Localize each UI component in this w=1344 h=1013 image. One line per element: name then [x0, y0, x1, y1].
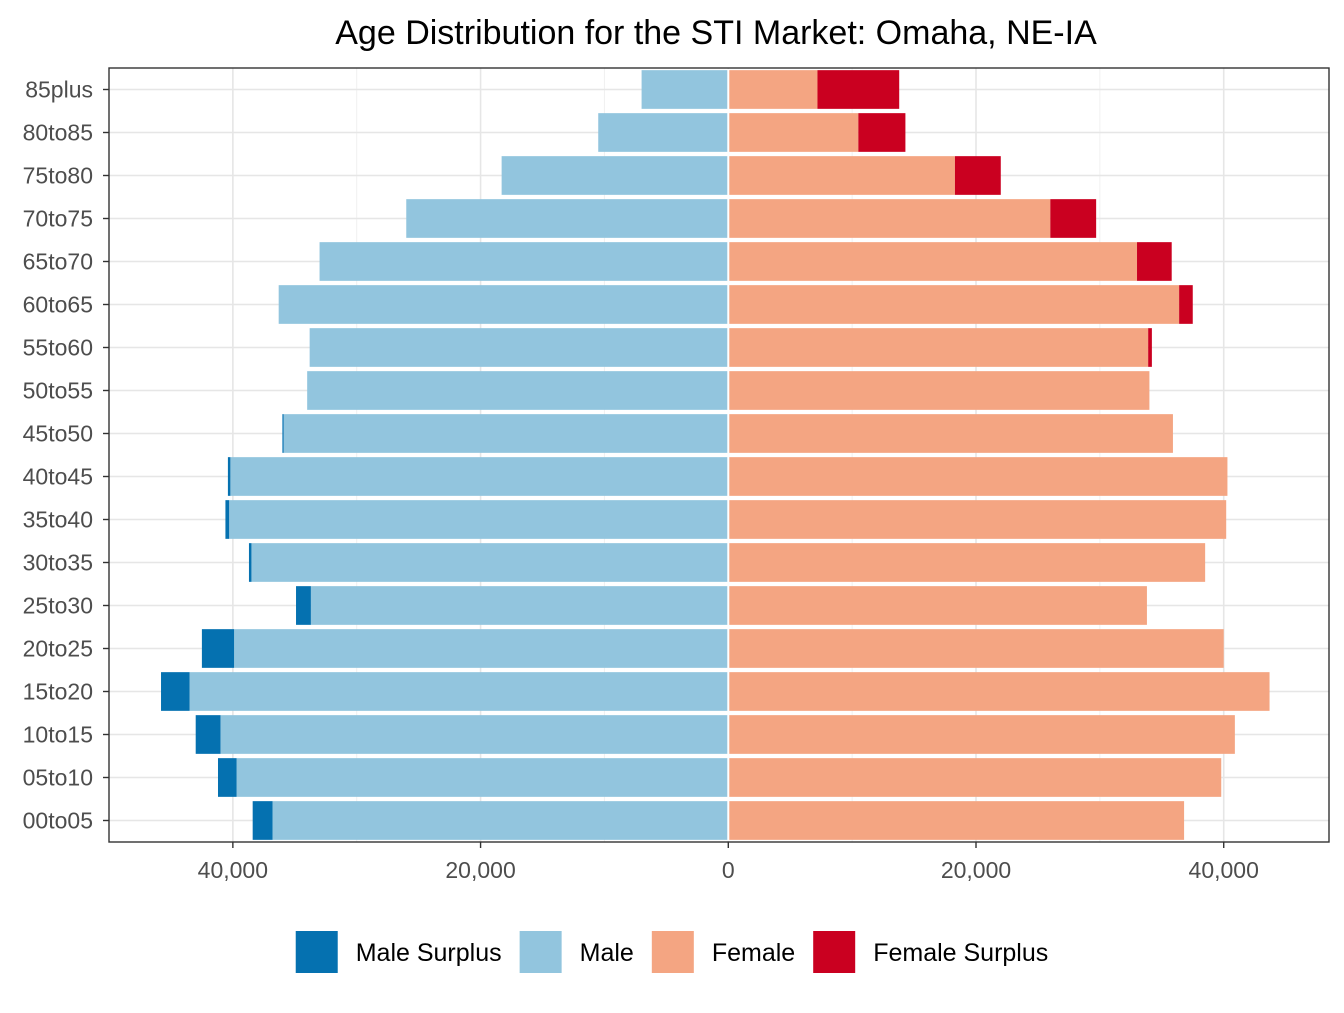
- plot-background: [109, 68, 1329, 842]
- bar-male-surplus-15to20: [161, 672, 190, 711]
- bar-female-surplus-85plus: [817, 70, 900, 109]
- bar-male-20to25: [234, 629, 729, 668]
- y-tick-label: 60to65: [23, 292, 93, 318]
- bar-female-surplus-80to85: [858, 113, 906, 152]
- bar-female-10to15: [728, 715, 1235, 754]
- bar-female-65to70: [728, 242, 1138, 281]
- y-tick-label: 70to75: [23, 206, 93, 232]
- y-tick-label: 65to70: [23, 249, 93, 275]
- chart-title: Age Distribution for the STI Market: Oma…: [335, 14, 1097, 52]
- bar-male-surplus-45to50: [282, 414, 284, 453]
- x-tick-label: 40,000: [198, 857, 268, 883]
- bar-male-45to50: [283, 414, 729, 453]
- bar-female-40to45: [728, 457, 1228, 496]
- bar-male-50to55: [307, 371, 729, 410]
- legend-item-female-surplus: Female Surplus: [813, 931, 1048, 973]
- bar-male-80to85: [598, 113, 729, 152]
- bar-female-55to60: [728, 328, 1149, 367]
- y-tick-label: 85plus: [25, 77, 93, 103]
- y-tick-label: 50to55: [23, 378, 93, 404]
- bar-female-surplus-75to80: [954, 156, 1001, 195]
- bar-female-surplus-55to60: [1148, 328, 1152, 367]
- y-tick-label: 35to40: [23, 507, 93, 533]
- y-tick-label: 15to20: [23, 679, 93, 705]
- legend-item-male: Male: [519, 931, 634, 973]
- legend-key: [651, 931, 694, 973]
- bar-male-00to05: [272, 801, 729, 840]
- bar-male-surplus-35to40: [225, 500, 230, 539]
- legend-label: Male: [580, 939, 634, 967]
- axis-layer: 00to05 05to10 10to15 15to20 20to25 25to30 30to…: [23, 77, 1259, 884]
- legend: Male Surplus Male Female Female Surplus: [295, 931, 1048, 973]
- bar-male-70to75: [406, 199, 729, 238]
- bar-female-05to10: [728, 758, 1222, 797]
- x-tick-label: 40,000: [1189, 857, 1259, 883]
- bar-male-60to65: [278, 285, 729, 324]
- y-tick-label: 10to15: [23, 722, 93, 748]
- y-tick-label: 30to35: [23, 550, 93, 576]
- bar-male-75to80: [501, 156, 729, 195]
- x-tick-label: 20,000: [445, 857, 515, 883]
- bar-male-05to10: [236, 758, 729, 797]
- bar-female-35to40: [728, 500, 1227, 539]
- legend-label: Female: [712, 939, 795, 967]
- y-tick-label: 25to30: [23, 593, 93, 619]
- bar-female-15to20: [728, 672, 1270, 711]
- legend-item-male-surplus: Male Surplus: [295, 931, 502, 973]
- bar-female-85plus: [728, 70, 818, 109]
- legend-key: [813, 931, 856, 973]
- legend-label: Male Surplus: [356, 939, 502, 967]
- bar-female-surplus-65to70: [1137, 242, 1172, 281]
- bar-male-30to35: [251, 543, 729, 582]
- bar-male-surplus-20to25: [201, 629, 235, 668]
- bar-female-30to35: [728, 543, 1206, 582]
- bar-male-surplus-10to15: [195, 715, 221, 754]
- bar-female-70to75: [728, 199, 1051, 238]
- bar-female-20to25: [728, 629, 1224, 668]
- y-tick-label: 55to60: [23, 335, 93, 361]
- bar-female-75to80: [728, 156, 955, 195]
- bar-male-35to40: [229, 500, 729, 539]
- y-tick-label: 05to10: [23, 765, 93, 791]
- bar-female-surplus-60to65: [1179, 285, 1193, 324]
- bar-male-surplus-25to30: [296, 586, 311, 625]
- bar-male-15to20: [189, 672, 729, 711]
- bar-male-25to30: [310, 586, 729, 625]
- bar-female-surplus-70to75: [1050, 199, 1097, 238]
- y-tick-label: 80to85: [23, 120, 93, 146]
- bar-female-00to05: [728, 801, 1185, 840]
- bar-male-85plus: [641, 70, 729, 109]
- y-tick-label: 00to05: [23, 808, 93, 834]
- bar-female-60to65: [728, 285, 1180, 324]
- legend-key: [519, 931, 562, 973]
- panel-border: [108, 67, 1330, 843]
- bar-female-45to50: [728, 414, 1173, 453]
- legend-label: Female Surplus: [873, 939, 1048, 967]
- bar-male-40to45: [230, 457, 729, 496]
- y-tick-label: 40to45: [23, 464, 93, 490]
- bar-male-65to70: [319, 242, 729, 281]
- x-tick-label: 20,000: [941, 857, 1011, 883]
- bar-female-25to30: [728, 586, 1147, 625]
- bar-female-50to55: [728, 371, 1150, 410]
- bar-male-55to60: [309, 328, 729, 367]
- bar-female-80to85: [728, 113, 859, 152]
- bar-male-10to15: [220, 715, 729, 754]
- bar-layer: [161, 69, 1270, 841]
- bar-male-surplus-05to10: [217, 758, 237, 797]
- y-tick-label: 20to25: [23, 636, 93, 662]
- y-tick-label: 45to50: [23, 421, 93, 447]
- bar-male-surplus-30to35: [248, 543, 252, 582]
- x-tick-label: 0: [722, 857, 735, 883]
- bar-male-surplus-00to05: [252, 801, 273, 840]
- bar-male-surplus-40to45: [227, 457, 231, 496]
- legend-key: [295, 931, 338, 973]
- y-tick-label: 75to80: [23, 163, 93, 189]
- legend-item-female: Female: [651, 931, 795, 973]
